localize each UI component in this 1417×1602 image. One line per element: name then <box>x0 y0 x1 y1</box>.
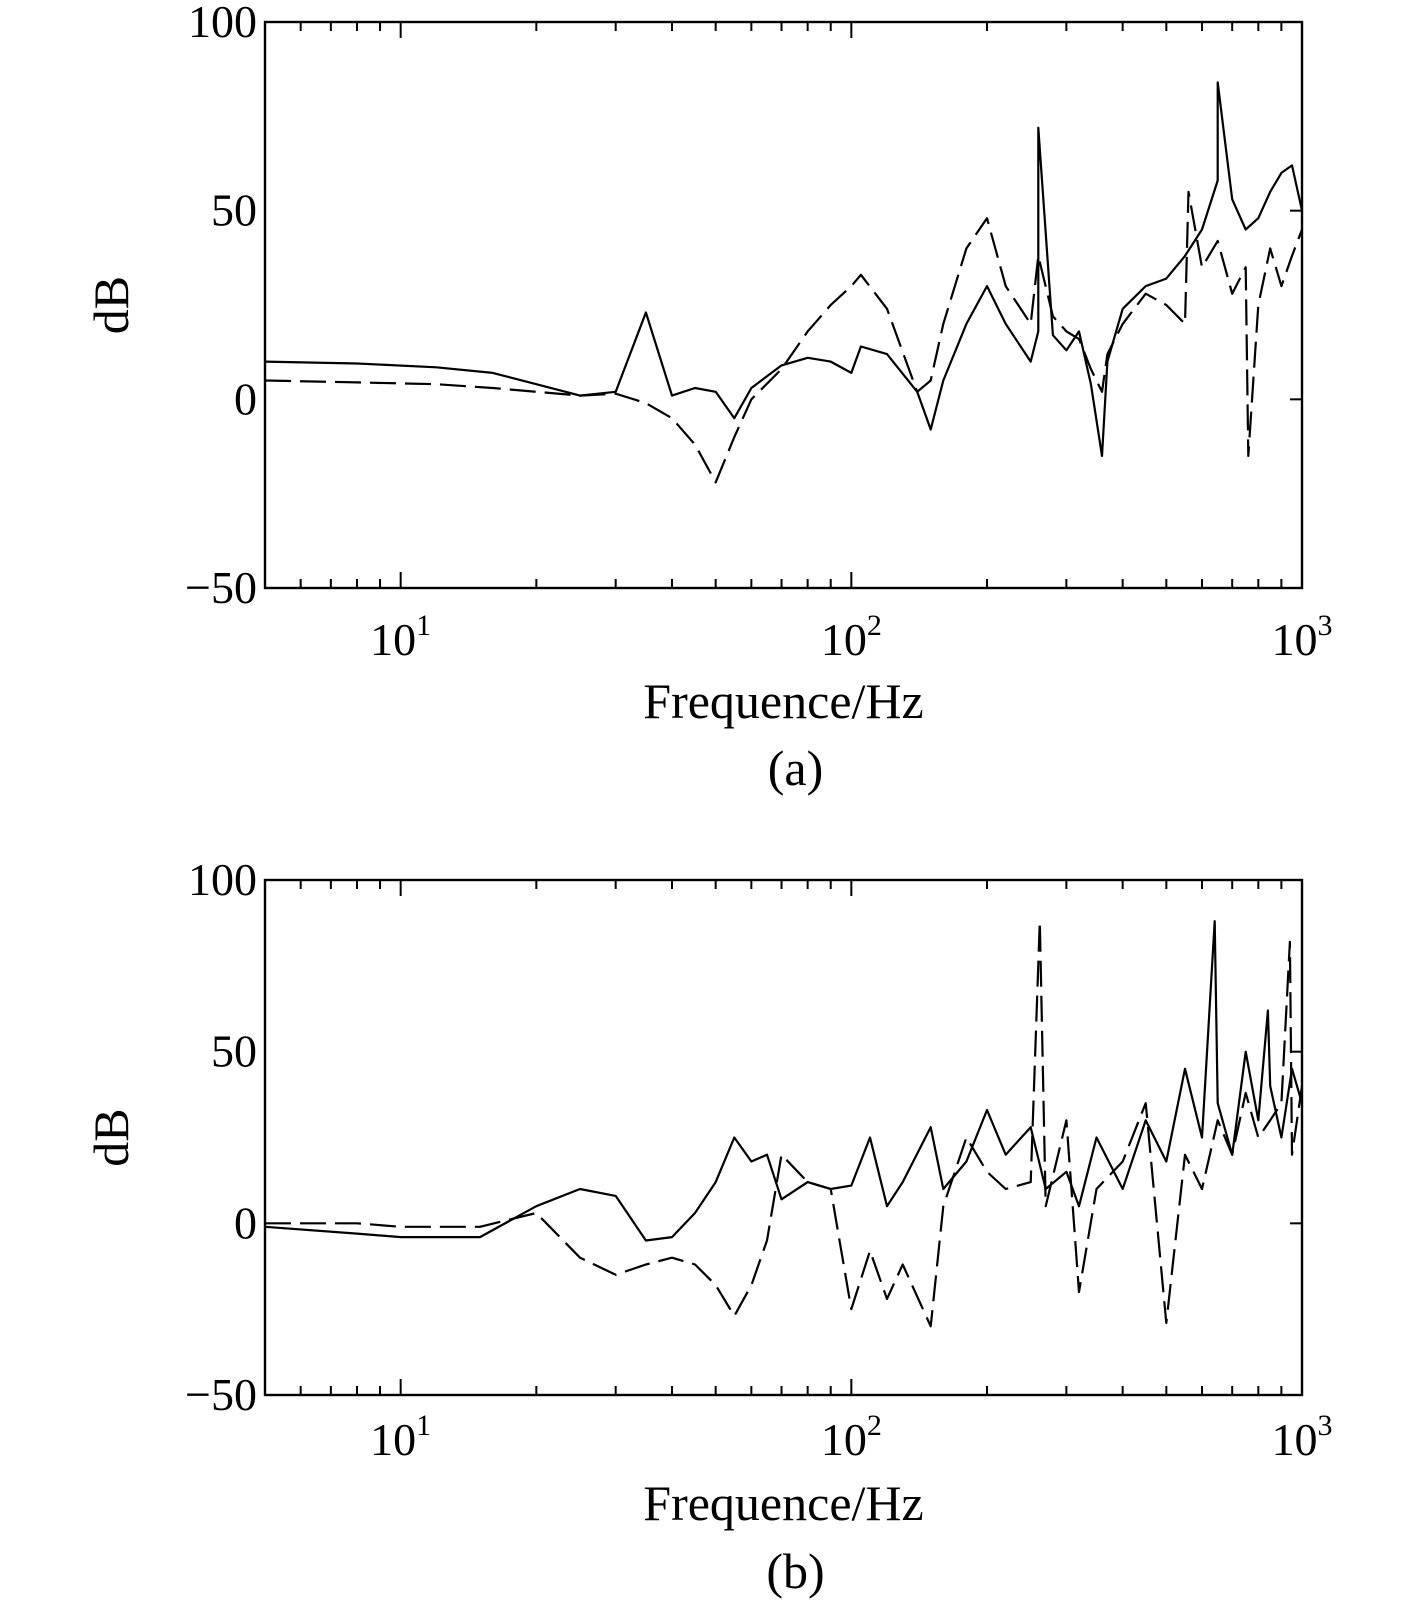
x-tick-exponent: 3 <box>1318 1409 1333 1442</box>
x-tick-exponent: 1 <box>416 609 431 642</box>
plot-frame <box>263 20 1304 590</box>
x-tick-label: 101 <box>370 1409 431 1465</box>
y-axis-title: dB <box>83 1108 139 1166</box>
x-tick-label: 103 <box>1272 609 1333 665</box>
x-tick-base: 10 <box>370 1414 416 1465</box>
x-tick-label: 101 <box>370 609 431 665</box>
x-tick-base: 10 <box>1272 614 1318 665</box>
x-tick-base: 10 <box>821 614 867 665</box>
x-tick-label: 102 <box>821 609 882 665</box>
x-tick-base: 10 <box>1272 1414 1318 1465</box>
x-tick-exponent: 3 <box>1318 609 1333 642</box>
panel-caption: (b) <box>766 1543 824 1599</box>
x-tick-base: 10 <box>821 1414 867 1465</box>
series-line-solid <box>265 81 1302 457</box>
series-line-dashed <box>265 920 1302 1328</box>
x-axis-title: Frequence/Hz <box>643 1475 923 1531</box>
series-line-solid <box>265 920 1302 1242</box>
y-tick-label: −50 <box>185 1369 257 1420</box>
panel-caption: (a) <box>768 740 824 796</box>
x-axis-title: Frequence/Hz <box>643 673 923 729</box>
x-tick-base: 10 <box>370 614 416 665</box>
y-tick-label: 0 <box>234 1197 257 1248</box>
x-tick-exponent: 2 <box>867 1409 882 1442</box>
x-tick-exponent: 1 <box>416 1409 431 1442</box>
y-axis-title: dB <box>83 276 139 334</box>
y-tick-label: 0 <box>234 373 257 424</box>
series-line-dashed <box>265 190 1302 484</box>
y-tick-label: 100 <box>188 0 257 47</box>
plot-frame <box>263 878 1304 1397</box>
x-tick-label: 103 <box>1272 1409 1333 1465</box>
x-tick-exponent: 2 <box>867 609 882 642</box>
y-tick-label: −50 <box>185 562 257 613</box>
y-tick-label: 50 <box>211 185 257 236</box>
y-tick-label: 50 <box>211 1026 257 1077</box>
x-tick-label: 102 <box>821 1409 882 1465</box>
y-tick-label: 100 <box>188 854 257 905</box>
